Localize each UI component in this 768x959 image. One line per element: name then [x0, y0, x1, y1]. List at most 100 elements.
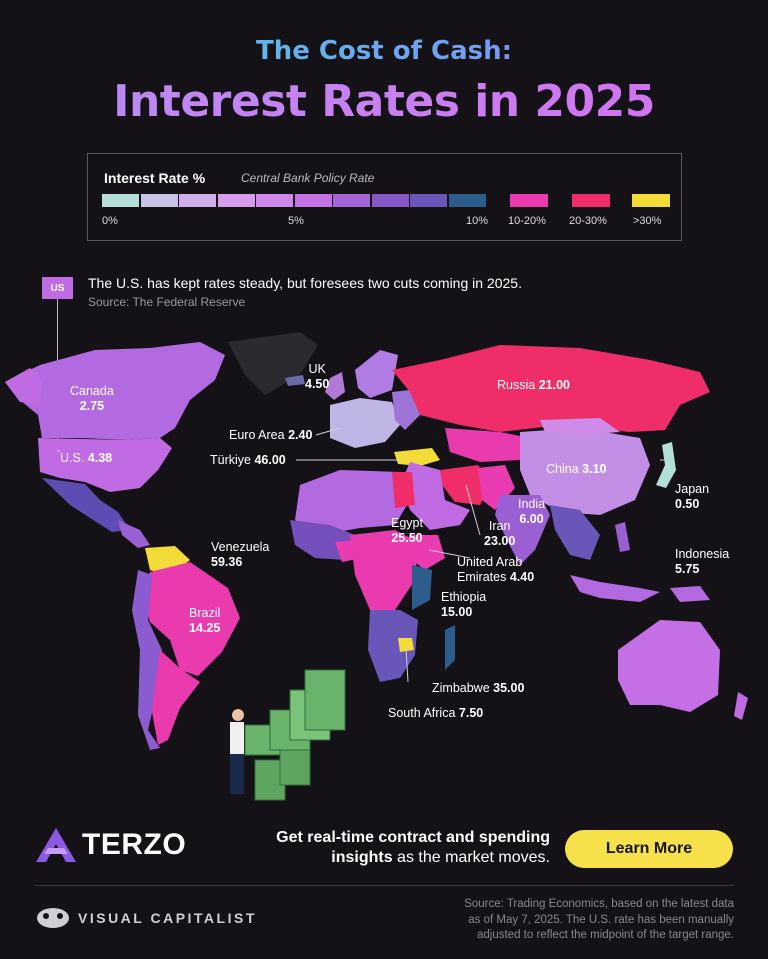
legend-scale-swatch-2	[179, 194, 216, 207]
label-china: China 3.10	[546, 462, 607, 476]
brazil-shape	[142, 562, 240, 676]
new-zealand-shape	[734, 692, 748, 720]
euro-area-shape	[330, 398, 400, 448]
mongolia-shape	[540, 418, 620, 435]
label-india: India 6.00	[518, 497, 546, 526]
iran-shape	[440, 465, 490, 505]
legend-tick-0: 0%	[102, 215, 118, 227]
argentina-shape	[152, 650, 200, 745]
uk-shape	[325, 372, 345, 400]
label-canada: Canada 2.75	[70, 384, 114, 413]
middle-east-shape	[400, 462, 470, 530]
label-japan: Japan 0.50	[675, 482, 710, 511]
indonesia-shape	[570, 575, 660, 602]
greenland-shape	[228, 332, 318, 395]
japan-shape	[656, 442, 676, 488]
papua-shape	[670, 586, 710, 602]
philippines-shape	[615, 522, 630, 552]
china-shape	[520, 428, 650, 515]
canada-shape	[5, 342, 225, 440]
visual-capitalist-logo[interactable]: VISUAL CAPITALIST	[36, 906, 257, 930]
learn-more-button[interactable]: Learn More	[565, 830, 733, 868]
iceland-shape	[285, 375, 305, 386]
legend-title: Interest Rate %	[104, 170, 206, 186]
legend-scale-swatch-8	[410, 194, 447, 207]
leader-uae	[428, 549, 471, 559]
label-venezuela: Venezuela 59.36	[211, 540, 270, 569]
legend-scale	[102, 194, 487, 207]
legend-scale-swatch-3	[217, 194, 255, 207]
label-south-africa: South Africa 7.50	[388, 706, 484, 720]
terzo-logo-icon	[36, 828, 76, 862]
southeast-asia-shape	[550, 505, 600, 560]
label-uk: UK 4.50	[305, 362, 330, 391]
legend-swatch-over-30	[632, 194, 670, 207]
legend-label-10-20: 10-20%	[508, 215, 546, 227]
label-indonesia: Indonesia 5.75	[675, 547, 730, 576]
usa-shape	[38, 438, 172, 492]
label-russia: Russia 21.00	[497, 378, 570, 392]
cta-text: Get real-time contract and spending insi…	[276, 829, 550, 866]
label-iran: Iran 23.00	[484, 519, 516, 548]
legend-swatch-10-20	[510, 194, 548, 207]
legend-swatch-20-30	[572, 194, 610, 207]
eastern-europe-shape	[392, 390, 420, 430]
publisher-name: VISUAL CAPITALIST	[78, 910, 257, 926]
central-africa-shape	[350, 530, 418, 610]
north-africa-shape	[295, 470, 410, 535]
title-line1: The Cost of Cash:	[0, 36, 768, 66]
australia-shape	[618, 620, 720, 712]
footer-divider	[35, 885, 734, 886]
madagascar-shape	[445, 625, 455, 670]
terzo-logo[interactable]: TERZO	[36, 828, 186, 862]
legend-label-20-30: 20-30%	[569, 215, 607, 227]
brand-name: TERZO	[82, 828, 187, 861]
legend-scale-swatch-1	[140, 194, 178, 207]
money-stacks-illustration	[230, 669, 346, 801]
legend-label-over-30: >30%	[633, 215, 662, 227]
label-euro-area: Euro Area 2.40	[229, 428, 313, 442]
leader-iran	[465, 484, 481, 536]
legend-scale-swatch-0	[102, 194, 139, 207]
egypt-shape	[392, 472, 415, 508]
leader-zimbabwe	[405, 647, 409, 683]
russia-shape	[392, 345, 710, 432]
label-brazil: Brazil 14.25	[189, 606, 221, 635]
turkiye-shape	[394, 448, 440, 466]
label-egypt: Egypt 25.50	[391, 516, 423, 545]
label-zimbabwe: Zimbabwe 35.00	[432, 681, 525, 695]
us-tag: US	[42, 277, 73, 299]
visual-capitalist-icon	[37, 908, 69, 928]
us-note: The U.S. has kept rates steady, but fore…	[88, 275, 522, 291]
afghanistan-pakistan-shape	[478, 465, 515, 510]
india-shape	[495, 495, 550, 565]
legend-tick-10: 10%	[466, 215, 489, 227]
zimbabwe-shape	[398, 638, 414, 652]
kazakhstan-shape	[445, 428, 530, 462]
legend-scale-swatch-9	[448, 194, 486, 207]
mexico-shape	[42, 478, 130, 532]
us-note-source: Source: The Federal Reserve	[88, 295, 246, 309]
legend-scale-swatch-5	[294, 194, 332, 207]
ethiopia-shape	[410, 535, 445, 570]
label-ethiopia: Ethiopia 15.00	[441, 590, 487, 619]
southern-africa-shape	[368, 610, 418, 682]
footer-source: Source: Trading Economics, based on the …	[464, 898, 734, 941]
leader-lines	[57, 427, 668, 683]
east-africa-shape	[412, 565, 432, 610]
andes-shape	[132, 570, 162, 750]
legend-scale-swatch-7	[371, 194, 409, 207]
leader-euro	[315, 427, 341, 436]
legend-tick-5: 5%	[288, 215, 304, 227]
world-map	[5, 332, 748, 801]
scandinavia-shape	[355, 350, 398, 398]
label-turkiye: Türkiye 46.00	[210, 453, 286, 467]
central-america-shape	[118, 520, 150, 548]
alaska-shape	[5, 368, 42, 405]
label-uae: United Arab Emirates 4.40	[457, 555, 535, 584]
legend-subtitle: Central Bank Policy Rate	[241, 171, 375, 185]
page-title: Interest Rates in 2025	[0, 76, 768, 127]
legend-scale-swatch-6	[333, 194, 370, 207]
label-us: U.S. 4.38	[60, 451, 113, 465]
legend-box: Interest Rate % Central Bank Policy Rate…	[87, 153, 682, 241]
